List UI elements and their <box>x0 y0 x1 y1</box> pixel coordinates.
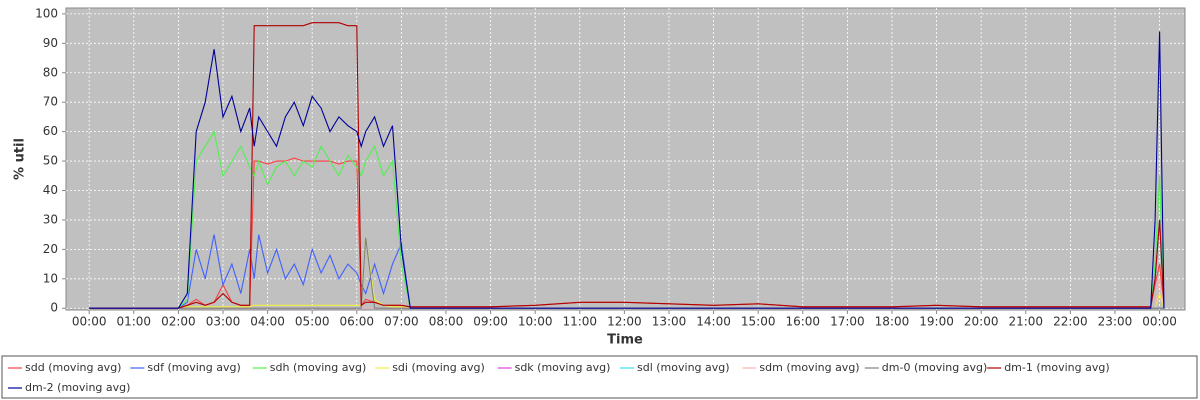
x-tick-label: 00:00 <box>1142 315 1177 329</box>
plot-area <box>65 7 1186 311</box>
legend-label: dm-2 (moving avg) <box>25 381 130 394</box>
x-tick-label: 00:00 <box>72 315 107 329</box>
y-tick-label: 80 <box>43 65 58 79</box>
series-line <box>89 31 1165 309</box>
y-tick-label: 0 <box>50 301 58 315</box>
y-tick-label: 70 <box>43 95 58 109</box>
x-tick-label: 19:00 <box>919 315 954 329</box>
x-tick-label: 14:00 <box>696 315 731 329</box>
y-tick-label: 60 <box>43 124 58 138</box>
y-tick-label: 10 <box>43 271 58 285</box>
x-tick-label: 22:00 <box>1053 315 1088 329</box>
legend-label: sdl (moving avg) <box>637 361 730 374</box>
x-tick-label: 23:00 <box>1098 315 1133 329</box>
x-tick-label: 17:00 <box>830 315 865 329</box>
x-axis-title: Time <box>607 333 643 348</box>
legend-label: sdd (moving avg) <box>25 361 121 374</box>
legend-label: dm-0 (moving avg) <box>882 361 987 374</box>
legend-label: sdm (moving avg) <box>759 361 859 374</box>
x-tick-label: 07:00 <box>384 315 419 329</box>
x-tick-label: 06:00 <box>339 315 374 329</box>
x-tick-label: 21:00 <box>1008 315 1043 329</box>
x-tick-label: 08:00 <box>429 315 464 329</box>
x-tick-label: 04:00 <box>250 315 285 329</box>
x-tick-label: 11:00 <box>562 315 597 329</box>
y-tick-label: 100 <box>35 6 58 20</box>
x-tick-label: 15:00 <box>741 315 776 329</box>
x-tick-label: 20:00 <box>964 315 999 329</box>
legend-label: sdk (moving avg) <box>515 361 611 374</box>
x-tick-label: 10:00 <box>518 315 553 329</box>
legend-label: sdi (moving avg) <box>392 361 485 374</box>
series-line <box>89 22 1165 309</box>
y-tick-label: 40 <box>43 183 58 197</box>
x-tick-label: 12:00 <box>607 315 642 329</box>
x-tick-label: 05:00 <box>295 315 330 329</box>
x-tick-label: 16:00 <box>785 315 820 329</box>
y-tick-label: 50 <box>43 154 58 168</box>
y-tick-label: 30 <box>43 212 58 226</box>
x-tick-label: 03:00 <box>206 315 241 329</box>
x-tick-label: 18:00 <box>875 315 910 329</box>
legend <box>1 355 1198 399</box>
y-tick-label: 90 <box>43 36 58 50</box>
x-tick-label: 13:00 <box>652 315 687 329</box>
legend-label: dm-1 (moving avg) <box>1004 361 1109 374</box>
y-tick-label: 20 <box>43 242 58 256</box>
y-axis-title: % util <box>13 138 28 180</box>
x-tick-label: 02:00 <box>161 315 196 329</box>
legend-label: sdf (moving avg) <box>147 361 240 374</box>
x-tick-label: 09:00 <box>473 315 508 329</box>
legend-label: sdh (moving avg) <box>270 361 366 374</box>
x-tick-label: 01:00 <box>116 315 151 329</box>
